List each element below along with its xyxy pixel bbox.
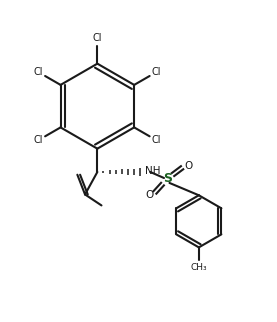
Text: Cl: Cl [93,33,102,43]
Text: O: O [184,161,192,171]
Text: O: O [145,190,153,200]
Text: Cl: Cl [34,135,43,145]
Text: S: S [163,172,172,185]
Text: CH₃: CH₃ [191,263,207,272]
Text: NH: NH [145,166,160,176]
Text: Cl: Cl [34,67,43,77]
Text: Cl: Cl [152,67,161,77]
Text: Cl: Cl [152,135,161,145]
